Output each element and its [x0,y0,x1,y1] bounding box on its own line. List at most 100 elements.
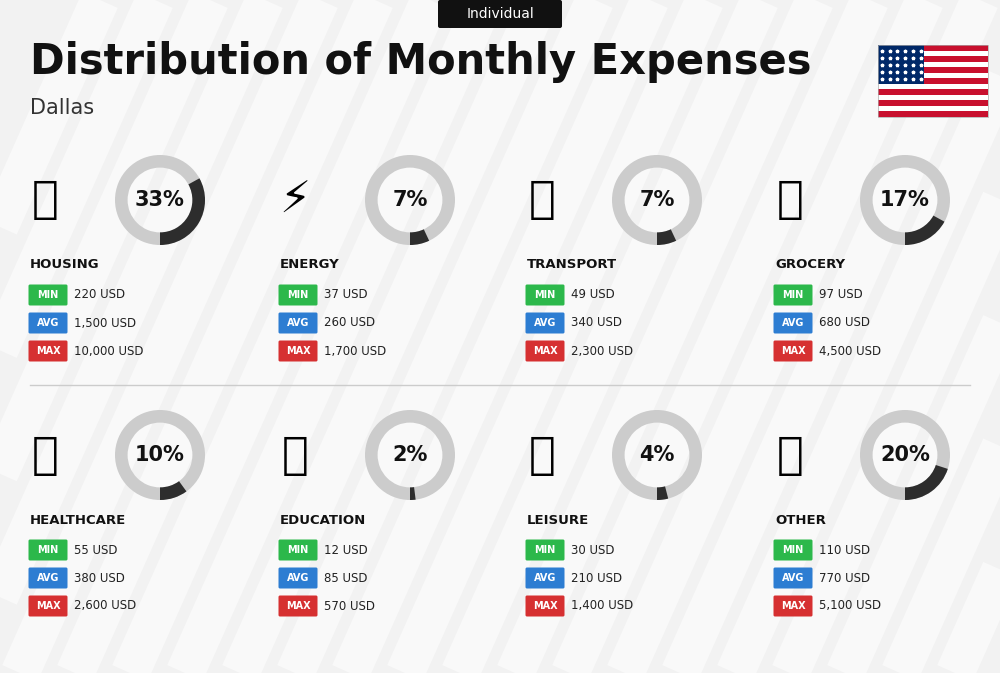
Text: 85 USD: 85 USD [324,571,368,584]
Text: 4,500 USD: 4,500 USD [819,345,881,357]
Text: AVG: AVG [534,573,556,583]
Text: HEALTHCARE: HEALTHCARE [30,513,126,526]
Wedge shape [410,229,429,245]
Text: Individual: Individual [466,7,534,21]
Text: 210 USD: 210 USD [571,571,622,584]
Bar [878,78,988,83]
FancyBboxPatch shape [526,312,564,334]
FancyBboxPatch shape [28,540,68,561]
Text: MAX: MAX [286,601,310,611]
FancyBboxPatch shape [774,596,812,616]
Text: 17%: 17% [880,190,930,210]
Text: 💰: 💰 [777,433,803,476]
Text: 7%: 7% [639,190,675,210]
FancyBboxPatch shape [526,285,564,306]
Text: OTHER: OTHER [775,513,826,526]
Bar [878,100,988,106]
FancyBboxPatch shape [278,567,318,588]
FancyBboxPatch shape [526,341,564,361]
Bar [878,83,988,90]
Text: MIN: MIN [287,290,309,300]
Bar [878,95,988,100]
Text: 1,700 USD: 1,700 USD [324,345,386,357]
Text: MAX: MAX [781,346,805,356]
Text: 37 USD: 37 USD [324,289,368,302]
Wedge shape [657,487,668,500]
FancyBboxPatch shape [526,596,564,616]
Wedge shape [860,410,950,500]
Bar [878,106,988,112]
Text: MIN: MIN [37,290,59,300]
Bar [878,112,988,117]
Text: MAX: MAX [36,601,60,611]
Text: 🎓: 🎓 [282,433,308,476]
Text: 770 USD: 770 USD [819,571,870,584]
Text: 🚌: 🚌 [529,178,555,221]
Text: 2,600 USD: 2,600 USD [74,600,136,612]
Text: 10%: 10% [135,445,185,465]
Text: 340 USD: 340 USD [571,316,622,330]
Wedge shape [160,481,186,500]
Text: AVG: AVG [782,318,804,328]
Text: MAX: MAX [781,601,805,611]
Text: MIN: MIN [287,545,309,555]
Text: MIN: MIN [534,545,556,555]
Text: 1,500 USD: 1,500 USD [74,316,136,330]
Text: 680 USD: 680 USD [819,316,870,330]
Text: 🛒: 🛒 [777,178,803,221]
FancyBboxPatch shape [28,596,68,616]
Wedge shape [160,178,205,245]
Bar [878,50,988,56]
Text: MAX: MAX [36,346,60,356]
Text: 380 USD: 380 USD [74,571,125,584]
FancyBboxPatch shape [28,567,68,588]
Wedge shape [365,410,455,500]
Text: 🏢: 🏢 [32,178,58,221]
FancyBboxPatch shape [774,312,812,334]
Text: Dallas: Dallas [30,98,94,118]
FancyBboxPatch shape [28,312,68,334]
FancyBboxPatch shape [28,285,68,306]
Wedge shape [905,215,944,245]
FancyBboxPatch shape [526,540,564,561]
Text: Distribution of Monthly Expenses: Distribution of Monthly Expenses [30,41,812,83]
Text: 2%: 2% [392,445,428,465]
Bar [878,45,988,117]
FancyBboxPatch shape [774,567,812,588]
Text: MIN: MIN [782,545,804,555]
Text: AVG: AVG [37,573,59,583]
Bar [878,90,988,95]
Text: MAX: MAX [533,346,557,356]
Text: 220 USD: 220 USD [74,289,125,302]
Text: MIN: MIN [782,290,804,300]
Wedge shape [860,155,950,245]
Text: MIN: MIN [37,545,59,555]
Text: 🛍: 🛍 [529,433,555,476]
FancyBboxPatch shape [438,0,562,28]
Text: 5,100 USD: 5,100 USD [819,600,881,612]
FancyBboxPatch shape [28,341,68,361]
Text: 110 USD: 110 USD [819,544,870,557]
Text: AVG: AVG [287,318,309,328]
Text: 10,000 USD: 10,000 USD [74,345,144,357]
Bar [878,56,988,62]
Text: 4%: 4% [639,445,675,465]
Text: MIN: MIN [534,290,556,300]
Text: 260 USD: 260 USD [324,316,375,330]
Wedge shape [905,465,948,500]
Wedge shape [612,410,702,500]
Text: LEISURE: LEISURE [527,513,589,526]
FancyBboxPatch shape [278,341,318,361]
Wedge shape [657,229,676,245]
FancyBboxPatch shape [278,285,318,306]
Bar [878,45,988,50]
Wedge shape [612,155,702,245]
Text: 30 USD: 30 USD [571,544,614,557]
Text: 97 USD: 97 USD [819,289,863,302]
FancyBboxPatch shape [774,285,812,306]
FancyBboxPatch shape [526,567,564,588]
Text: 55 USD: 55 USD [74,544,118,557]
Text: ⚡: ⚡ [279,178,311,221]
Text: 7%: 7% [392,190,428,210]
Text: 1,400 USD: 1,400 USD [571,600,633,612]
